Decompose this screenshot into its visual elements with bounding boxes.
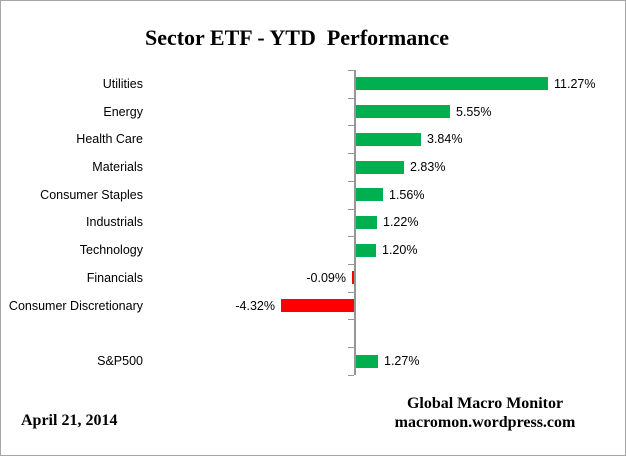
axis-tick xyxy=(348,319,354,320)
category-label: Consumer Discretionary xyxy=(8,298,143,313)
axis-tick xyxy=(348,236,354,237)
footer-source-name: Global Macro Monitor xyxy=(406,395,564,412)
negative-bar xyxy=(352,271,354,284)
category-label: Energy xyxy=(103,104,143,119)
footer-source-url: macromon.wordpress.com xyxy=(394,414,576,431)
axis-tick xyxy=(348,153,354,154)
axis-tick xyxy=(348,292,354,293)
category-label: Health Care xyxy=(76,132,143,147)
negative-bar xyxy=(281,299,354,312)
axis-tick xyxy=(348,347,354,348)
axis-tick xyxy=(348,209,354,210)
bar-value-label: -4.32% xyxy=(235,298,275,313)
positive-bar xyxy=(356,133,421,146)
bar-value-label: 1.56% xyxy=(389,187,425,202)
chart-title: Sector ETF - YTD Performance xyxy=(144,25,450,50)
bar-value-label: 5.55% xyxy=(456,104,492,119)
category-label: Financials xyxy=(86,270,143,285)
category-label: Consumer Staples xyxy=(40,187,143,202)
bar-value-label: 1.20% xyxy=(382,243,418,258)
axis-tick xyxy=(348,375,354,376)
footer-date: April 21, 2014 xyxy=(21,412,118,429)
bar-value-label: -0.09% xyxy=(306,270,346,285)
category-label: Technology xyxy=(79,243,143,258)
positive-bar xyxy=(356,216,377,229)
bar-value-label: 11.27% xyxy=(554,76,596,91)
category-label: Utilities xyxy=(102,76,143,91)
bar-value-label: 3.84% xyxy=(427,132,463,147)
positive-bar xyxy=(356,161,404,174)
axis-tick xyxy=(348,98,354,99)
zero-axis-line xyxy=(354,70,356,375)
axis-tick xyxy=(348,70,354,71)
footer-source-block: Global Macro Monitor macromon.wordpress.… xyxy=(355,394,615,432)
axis-tick xyxy=(348,181,354,182)
bar-value-label: 2.83% xyxy=(410,160,446,175)
bar-value-label: 1.27% xyxy=(384,354,420,369)
positive-bar xyxy=(356,244,376,257)
positive-bar xyxy=(356,188,383,201)
category-label: Materials xyxy=(92,160,143,175)
positive-bar xyxy=(356,77,548,90)
category-label: Industrials xyxy=(86,215,143,230)
positive-bar xyxy=(356,105,450,118)
axis-tick xyxy=(348,264,354,265)
axis-tick xyxy=(348,125,354,126)
positive-bar xyxy=(356,355,378,368)
bar-value-label: 1.22% xyxy=(383,215,419,230)
category-label: S&P500 xyxy=(97,354,143,369)
